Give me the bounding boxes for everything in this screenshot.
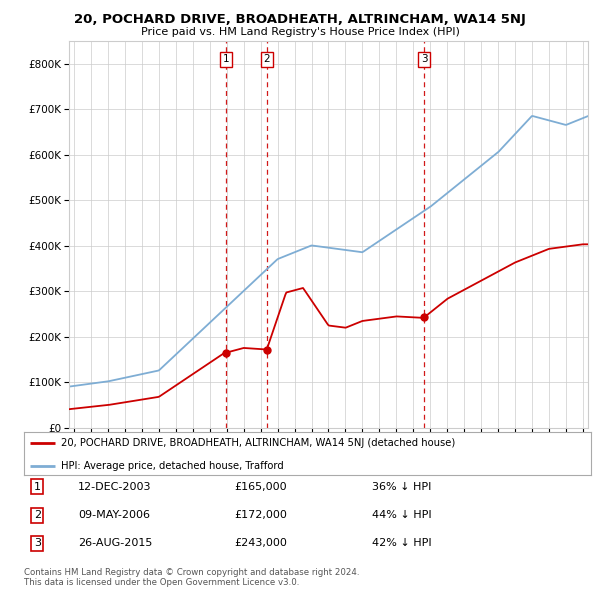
Text: 44% ↓ HPI: 44% ↓ HPI: [372, 510, 431, 520]
Text: £243,000: £243,000: [234, 539, 287, 548]
Text: £172,000: £172,000: [234, 510, 287, 520]
Text: 26-AUG-2015: 26-AUG-2015: [78, 539, 152, 548]
Text: 1: 1: [34, 482, 41, 491]
Text: HPI: Average price, detached house, Trafford: HPI: Average price, detached house, Traf…: [61, 461, 284, 471]
Text: 12-DEC-2003: 12-DEC-2003: [78, 482, 151, 491]
Text: 36% ↓ HPI: 36% ↓ HPI: [372, 482, 431, 491]
Text: 1: 1: [223, 54, 229, 64]
Text: 09-MAY-2006: 09-MAY-2006: [78, 510, 150, 520]
Text: 3: 3: [421, 54, 428, 64]
Text: 20, POCHARD DRIVE, BROADHEATH, ALTRINCHAM, WA14 5NJ: 20, POCHARD DRIVE, BROADHEATH, ALTRINCHA…: [74, 13, 526, 26]
Text: 3: 3: [34, 539, 41, 548]
Text: Contains HM Land Registry data © Crown copyright and database right 2024.
This d: Contains HM Land Registry data © Crown c…: [24, 568, 359, 587]
Text: 20, POCHARD DRIVE, BROADHEATH, ALTRINCHAM, WA14 5NJ (detached house): 20, POCHARD DRIVE, BROADHEATH, ALTRINCHA…: [61, 438, 455, 448]
Text: 2: 2: [34, 510, 41, 520]
Text: 2: 2: [263, 54, 270, 64]
Text: £165,000: £165,000: [234, 482, 287, 491]
Text: Price paid vs. HM Land Registry's House Price Index (HPI): Price paid vs. HM Land Registry's House …: [140, 27, 460, 37]
Text: 42% ↓ HPI: 42% ↓ HPI: [372, 539, 431, 548]
